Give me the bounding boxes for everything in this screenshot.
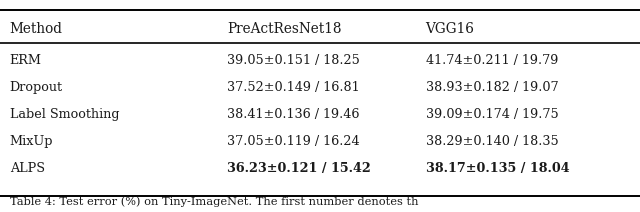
Text: Method: Method	[10, 22, 63, 36]
Text: Label Smoothing: Label Smoothing	[10, 108, 119, 121]
Text: MixUp: MixUp	[10, 135, 53, 148]
Text: Dropout: Dropout	[10, 81, 63, 94]
Text: ALPS: ALPS	[10, 162, 45, 176]
Text: 37.05±0.119 / 16.24: 37.05±0.119 / 16.24	[227, 135, 360, 148]
Text: 38.17±0.135 / 18.04: 38.17±0.135 / 18.04	[426, 162, 569, 176]
Text: 38.29±0.140 / 18.35: 38.29±0.140 / 18.35	[426, 135, 558, 148]
Text: 36.23±0.121 / 15.42: 36.23±0.121 / 15.42	[227, 162, 371, 176]
Text: Table 4: Test error (%) on Tiny-ImageNet. The first number denotes th: Table 4: Test error (%) on Tiny-ImageNet…	[10, 197, 418, 207]
Text: 39.05±0.151 / 18.25: 39.05±0.151 / 18.25	[227, 54, 360, 67]
Text: 38.41±0.136 / 19.46: 38.41±0.136 / 19.46	[227, 108, 360, 121]
Text: 39.09±0.174 / 19.75: 39.09±0.174 / 19.75	[426, 108, 558, 121]
Text: ERM: ERM	[10, 54, 42, 67]
Text: 37.52±0.149 / 16.81: 37.52±0.149 / 16.81	[227, 81, 360, 94]
Text: VGG16: VGG16	[426, 22, 474, 36]
Text: 38.93±0.182 / 19.07: 38.93±0.182 / 19.07	[426, 81, 558, 94]
Text: 41.74±0.211 / 19.79: 41.74±0.211 / 19.79	[426, 54, 558, 67]
Text: PreActResNet18: PreActResNet18	[227, 22, 342, 36]
